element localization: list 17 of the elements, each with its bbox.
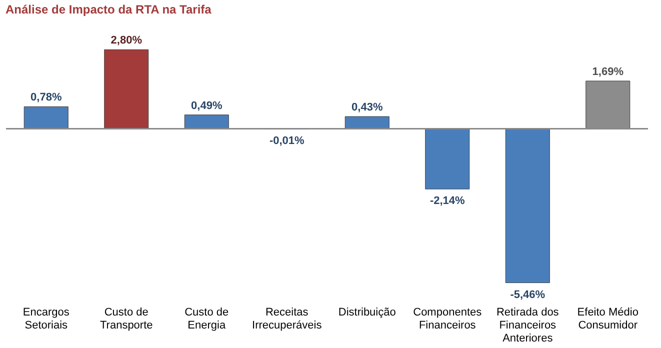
x-tick-label: Componentes Financeiros bbox=[413, 306, 482, 332]
data-label: 0,78% bbox=[30, 92, 62, 104]
data-label: 2,80% bbox=[110, 34, 142, 47]
data-label: -2,14% bbox=[430, 195, 466, 208]
x-tick-label: Custo de Energia bbox=[184, 306, 229, 332]
x-tick-label: Encargos Setoriais bbox=[22, 306, 70, 332]
x-tick-label: Retirada dos Financeiros Anteriores bbox=[496, 306, 560, 344]
data-label: -5,46% bbox=[510, 288, 546, 301]
data-label: 1,69% bbox=[592, 66, 624, 78]
data-label: -0,01% bbox=[269, 134, 305, 147]
x-tick-label: Receitas Irrecuperáveis bbox=[252, 306, 322, 332]
x-tick-label: Custo de Transporte bbox=[100, 306, 153, 332]
chart-title: Análise de Impacto da RTA na Tarifa bbox=[6, 2, 212, 17]
x-tick-label: Efeito Médio Consumidor bbox=[577, 306, 638, 332]
data-label: 0,49% bbox=[191, 100, 222, 112]
data-label: 0,43% bbox=[352, 102, 383, 114]
x-tick-label: Distribuição bbox=[338, 306, 396, 318]
